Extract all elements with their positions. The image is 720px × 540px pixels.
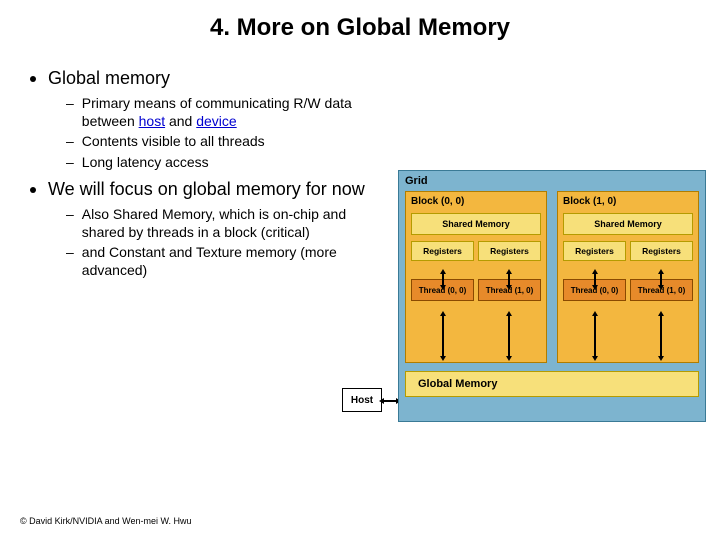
- block-label: Block (0, 0): [411, 196, 541, 207]
- bullet-dot-icon: [30, 76, 36, 82]
- registers-box: Registers: [478, 241, 541, 261]
- block-0-0: Block (0, 0) Shared Memory Registers Reg…: [405, 191, 547, 363]
- link-host[interactable]: host: [139, 113, 165, 129]
- registers-box: Registers: [563, 241, 626, 261]
- up-arrow-icon: [594, 272, 596, 287]
- dash-icon: –: [66, 154, 74, 172]
- shared-memory-box: Shared Memory: [411, 213, 541, 235]
- link-device[interactable]: device: [196, 113, 236, 129]
- dash-icon: –: [66, 133, 74, 151]
- slide-title: 4. More on Global Memory: [0, 0, 720, 50]
- threads-row: Thread (0, 0) Thread (1, 0): [411, 279, 541, 301]
- bullet-text: and Constant and Texture memory (more ad…: [82, 244, 382, 279]
- dash-icon: –: [66, 95, 74, 113]
- dash-icon: –: [66, 206, 74, 224]
- grid-label: Grid: [405, 175, 699, 187]
- bullet-text: Long latency access: [82, 154, 209, 172]
- registers-box: Registers: [411, 241, 474, 261]
- registers-row: Registers Registers: [563, 241, 693, 261]
- bullet-text: We will focus on global memory for now: [48, 179, 365, 200]
- blocks-row: Block (0, 0) Shared Memory Registers Reg…: [405, 191, 699, 363]
- shared-memory-box: Shared Memory: [563, 213, 693, 235]
- text-fragment: and: [165, 113, 196, 129]
- registers-box: Registers: [630, 241, 693, 261]
- down-arrow-icon: [594, 314, 596, 358]
- global-memory-box: Global Memory: [405, 371, 699, 397]
- up-arrow-icon: [508, 272, 510, 287]
- dash-icon: –: [66, 244, 74, 262]
- sub-bullet-latency: – Long latency access: [66, 154, 720, 172]
- bullet-text: Contents visible to all threads: [82, 133, 265, 151]
- down-arrow-icon: [508, 314, 510, 358]
- registers-row: Registers Registers: [411, 241, 541, 261]
- bullet-text: Primary means of communicating R/W data …: [82, 95, 382, 130]
- bullet-text: Global memory: [48, 68, 170, 89]
- bullet-global-memory: Global memory: [30, 68, 720, 89]
- up-arrow-icon: [442, 272, 444, 287]
- double-arrow-icon: [382, 400, 398, 402]
- host-box: Host: [342, 388, 382, 412]
- down-arrow-icon: [660, 314, 662, 358]
- sub-bullet-contents: – Contents visible to all threads: [66, 133, 720, 151]
- threads-row: Thread (0, 0) Thread (1, 0): [563, 279, 693, 301]
- block-label: Block (1, 0): [563, 196, 693, 207]
- up-arrow-icon: [660, 272, 662, 287]
- grid-box: Grid Block (0, 0) Shared Memory Register…: [398, 170, 706, 422]
- down-arrow-icon: [442, 314, 444, 358]
- copyright-footer: © David Kirk/NVIDIA and Wen-mei W. Hwu: [20, 516, 192, 526]
- bullet-text: Also Shared Memory, which is on-chip and…: [82, 206, 382, 241]
- memory-diagram: Host Grid Block (0, 0) Shared Memory Reg…: [386, 170, 706, 450]
- bullet-dot-icon: [30, 187, 36, 193]
- block-1-0: Block (1, 0) Shared Memory Registers Reg…: [557, 191, 699, 363]
- sub-bullet-primary: – Primary means of communicating R/W dat…: [66, 95, 720, 130]
